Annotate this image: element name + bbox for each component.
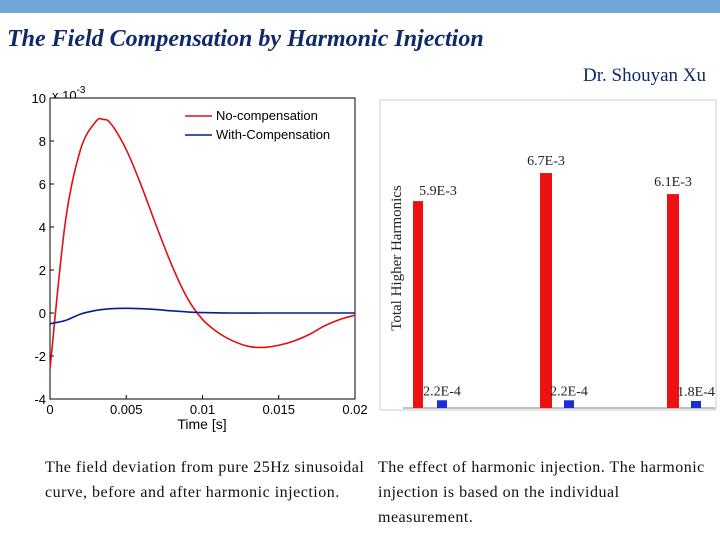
top-accent-bar [0, 0, 720, 13]
y-tick-label: -4 [34, 392, 46, 407]
bar-no-compensation [667, 194, 679, 408]
bar-no-compensation [413, 201, 423, 408]
bar-with-compensation [691, 401, 701, 408]
y-tick-label: 8 [39, 134, 46, 149]
bar-label-no-compensation: 6.7E-3 [527, 154, 565, 169]
bar-no-compensation [540, 173, 552, 408]
y-tick-label: 4 [39, 220, 46, 235]
legend-label-no-compensation: No-compensation [216, 108, 318, 123]
bar-label-with-compensation: 2.2E-4 [423, 384, 461, 399]
bar-y-axis-label: Total Higher Harmonics [389, 185, 405, 331]
series-line-no-compensation [49, 117, 356, 369]
x-tick-label: 0.01 [190, 402, 215, 417]
bar-label-with-compensation: 2.2E-4 [550, 384, 588, 399]
bar-label-with-compensation: 1.8E-4 [677, 385, 715, 400]
caption-left: The field deviation from pure 25Hz sinus… [45, 459, 365, 501]
series-line-with-compensation [49, 307, 355, 325]
caption-right: The effect of harmonic injection. The ha… [378, 459, 705, 526]
x-tick-label: 0.02 [342, 402, 367, 417]
y-tick-label: 10 [32, 91, 46, 106]
y-tick-label: 2 [39, 263, 46, 278]
author-name: Dr. Shouyan Xu [583, 65, 706, 86]
x-axis-label: Time [s] [177, 416, 226, 432]
legend: No-compensation With-Compensation [185, 108, 330, 142]
bar-label-no-compensation: 5.9E-3 [419, 184, 457, 199]
bar-with-compensation [437, 400, 447, 408]
y-tick-label: -2 [34, 349, 46, 364]
legend-label-with-compensation: With-Compensation [216, 127, 330, 142]
y-tick-label: 0 [39, 306, 46, 321]
y-tick-label: 6 [39, 177, 46, 192]
x-tick-label: 0 [46, 402, 53, 417]
bar-label-no-compensation: 6.1E-3 [654, 175, 692, 190]
bar-with-compensation [564, 400, 574, 408]
bar-chart: Total Higher Harmonics 5.9E-3 2.2E-4 6.7E-… [379, 99, 717, 411]
x-tick-label: 0.005 [110, 402, 143, 417]
plot-area [49, 97, 356, 400]
slide-title: The Field Compensation by Harmonic Injec… [7, 26, 484, 52]
x-tick-label: 0.015 [262, 402, 295, 417]
